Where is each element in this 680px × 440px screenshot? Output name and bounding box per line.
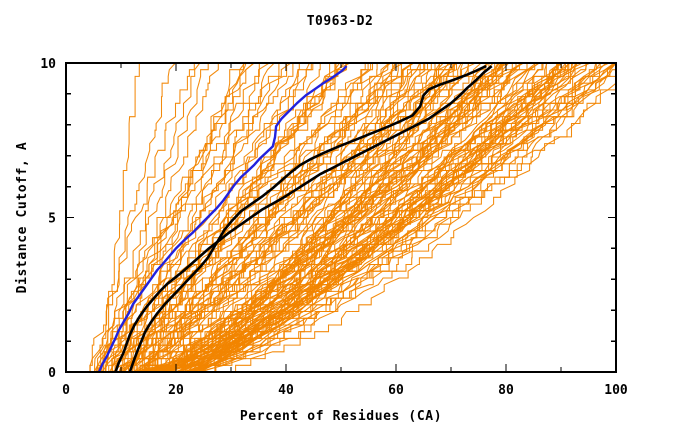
x-axis-title: Percent of Residues (CA): [240, 409, 442, 424]
curve-best-model: [97, 65, 348, 372]
curve-reference-model-1: [114, 65, 493, 372]
axis-labels: 0 20 40 60 80 100 0 5 10 Percent of Residues (CA)…: [15, 57, 628, 424]
x-tick-label: 0: [62, 383, 70, 398]
x-tick-label: 40: [278, 383, 294, 398]
prediction-curves-ensemble: [89, 63, 616, 372]
y-tick-label: 0: [48, 366, 56, 381]
y-tick-label: 5: [48, 212, 56, 227]
x-tick-label: 20: [168, 383, 184, 398]
highlighted-curves: [97, 64, 493, 372]
curve-reference-model-2: [128, 64, 487, 372]
axis-frame: [65, 62, 617, 373]
x-tick-label: 60: [388, 383, 404, 398]
y-axis-title: Distance Cutoff, A: [15, 142, 30, 294]
y-tick-label: 10: [40, 57, 56, 72]
x-tick-label: 100: [604, 383, 628, 398]
page-title: T0963-D2: [306, 14, 374, 29]
x-tick-label: 80: [498, 383, 514, 398]
